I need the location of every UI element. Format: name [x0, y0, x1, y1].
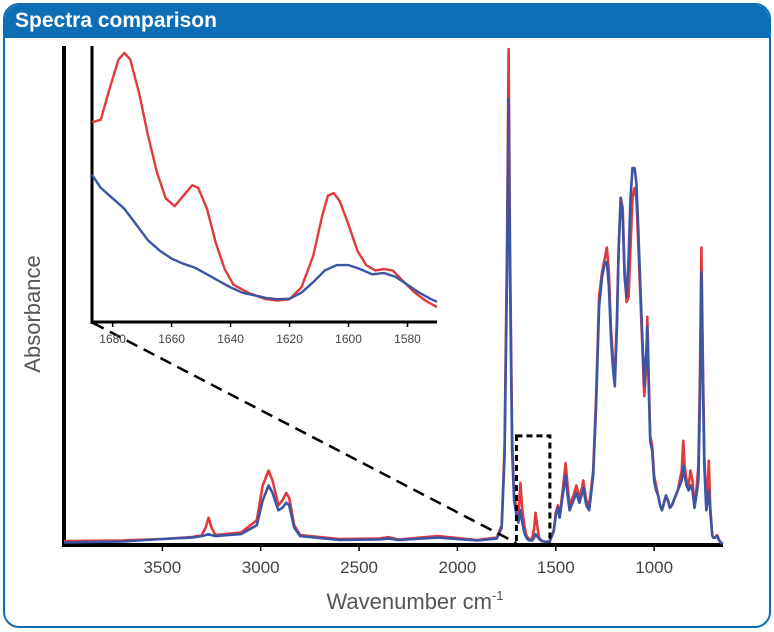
- inset-series-line-blue: [91, 174, 438, 303]
- main-x-tick-label: 3500: [143, 558, 181, 577]
- main-x-tick-label: 2000: [439, 558, 477, 577]
- title-banner: Spectra comparison: [5, 5, 769, 38]
- inset-x-tick-label: 1660: [158, 332, 185, 346]
- main-series-line-red: [63, 47, 724, 545]
- inset-x-tick-label: 1640: [217, 332, 244, 346]
- main-x-tick-label: 1000: [635, 558, 673, 577]
- spectra-chart: 3500 3000 2500 2000 1500 1000 Absorbance Wave…: [20, 46, 724, 614]
- main-x-tick-label: 1500: [537, 558, 575, 577]
- zoom-connector-line: [92, 321, 518, 545]
- main-y-axis-label: Absorbance: [20, 255, 45, 372]
- inset-x-tick-label: 1680: [99, 332, 126, 346]
- inset-x-tick-label: 1620: [276, 332, 303, 346]
- main-series-line-blue: [63, 97, 724, 545]
- main-x-tick-label: 3000: [242, 558, 280, 577]
- inset-x-tick-label: 1580: [394, 332, 421, 346]
- x-axis-label-superscript: -1: [492, 588, 504, 603]
- figure-frame: Spectra comparison 3500 3000 2500 2000 1500 1…: [3, 3, 771, 628]
- x-axis-label-main: Wavenumber cm: [326, 589, 491, 614]
- figure-title: Spectra comparison: [15, 9, 217, 32]
- inset-x-tick-label: 1600: [335, 332, 362, 346]
- inset-series-line-red: [91, 51, 438, 309]
- main-x-tick-label: 2500: [340, 558, 378, 577]
- main-x-axis-label: Wavenumber cm-1: [326, 588, 503, 614]
- zoom-region-box: [514, 434, 552, 547]
